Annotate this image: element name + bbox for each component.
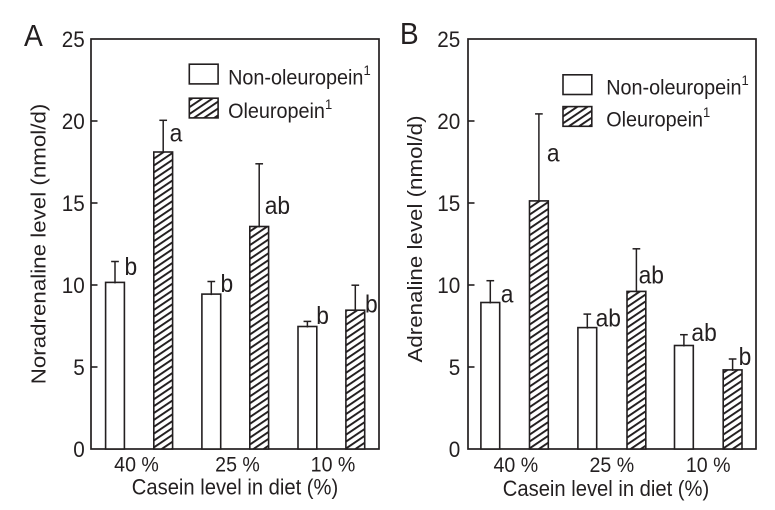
- svg-text:0: 0: [449, 436, 461, 462]
- svg-text:0: 0: [73, 436, 85, 462]
- svg-text:10 %: 10 %: [311, 453, 356, 477]
- svg-text:A: A: [24, 19, 43, 53]
- svg-text:b: b: [125, 253, 138, 281]
- svg-text:25 %: 25 %: [589, 453, 634, 477]
- svg-text:10 %: 10 %: [686, 453, 731, 477]
- svg-text:25: 25: [62, 26, 85, 52]
- svg-text:Noradrenaline level (nmol/d): Noradrenaline level (nmol/d): [27, 104, 50, 385]
- svg-text:25: 25: [437, 26, 460, 52]
- svg-text:b: b: [739, 343, 752, 371]
- svg-text:Casein level in diet (%): Casein level in diet (%): [503, 477, 709, 501]
- svg-text:Casein level in diet (%): Casein level in diet (%): [132, 476, 338, 500]
- svg-text:15: 15: [62, 190, 85, 216]
- svg-text:ab: ab: [596, 305, 621, 333]
- svg-text:b: b: [365, 291, 378, 319]
- svg-text:Oleuropein1: Oleuropein1: [606, 105, 710, 132]
- svg-text:Oleuropein1: Oleuropein1: [228, 96, 332, 123]
- svg-text:Non-oleuropein1: Non-oleuropein1: [228, 63, 371, 90]
- svg-text:b: b: [316, 302, 329, 330]
- svg-text:10: 10: [437, 272, 460, 298]
- svg-text:40 %: 40 %: [493, 453, 538, 477]
- svg-text:B: B: [400, 17, 419, 51]
- svg-text:ab: ab: [265, 192, 290, 220]
- svg-text:a: a: [547, 140, 560, 168]
- svg-text:40 %: 40 %: [114, 453, 159, 477]
- svg-text:ab: ab: [691, 319, 716, 347]
- svg-text:5: 5: [449, 354, 461, 380]
- svg-text:a: a: [501, 281, 514, 309]
- svg-text:b: b: [221, 270, 234, 298]
- svg-text:10: 10: [62, 272, 85, 298]
- svg-text:15: 15: [437, 190, 460, 216]
- svg-text:20: 20: [437, 108, 460, 134]
- svg-text:Adrenaline level (nmol/d): Adrenaline level (nmol/d): [404, 115, 427, 362]
- svg-text:ab: ab: [639, 262, 664, 290]
- svg-text:20: 20: [62, 108, 85, 134]
- svg-text:25 %: 25 %: [215, 453, 260, 477]
- svg-text:a: a: [170, 120, 183, 148]
- svg-text:Non-oleuropein1: Non-oleuropein1: [606, 73, 749, 100]
- svg-text:5: 5: [73, 354, 85, 380]
